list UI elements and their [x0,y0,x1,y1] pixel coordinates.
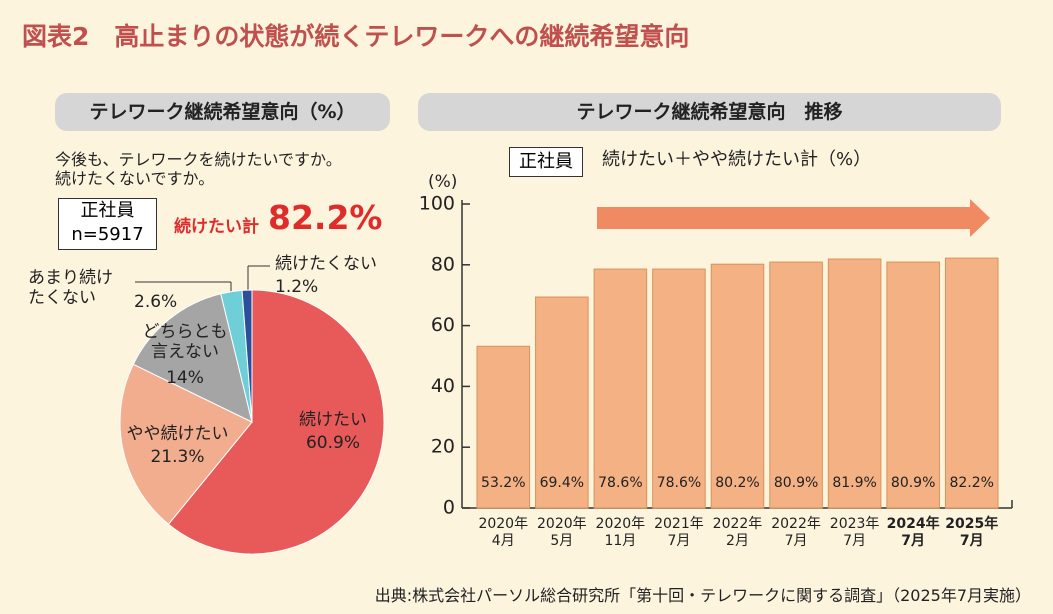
bar [944,257,999,509]
x-tick-label: 2024年 7月 [886,516,940,549]
slice-value: 60.9% [305,433,360,453]
page-title: 図表2 高止まりの状態が続くテレワークへの継続希望意向 [22,22,690,51]
chart-subtitle: 続けたい＋やや続けたい計（%） [602,149,872,170]
y-axis-label: (%) [428,172,458,192]
pie-slice [241,289,253,423]
bar [827,258,882,509]
value-label: 78.6% [657,475,701,491]
pie-slice [167,289,385,555]
value-label: 81.9% [832,475,876,491]
bar [652,268,706,509]
source: 出典:株式会社パーソル総合研究所「第十回・テレワークに関する調査」（2025年7… [374,586,1031,605]
slice-value: 14% [166,368,204,388]
legend-box: 正社員 [509,147,583,177]
value-label: 53.2% [481,475,525,491]
y-tick-label: 80 [431,253,455,275]
y-tick-label: 0 [443,497,455,519]
pie-slice [119,363,253,525]
x-tick-label: 2025年 7月 [945,516,999,549]
bar [535,296,589,509]
slice-label: やや続けたい [126,424,229,444]
bar [476,345,531,509]
bar [769,261,823,509]
panel-header: テレワーク継続希望意向（%） [55,93,390,131]
x-tick-label: 2021年 7月 [654,516,704,549]
x-tick-label: 2023年 7月 [829,516,880,549]
slice-value: 1.2% [275,277,319,297]
y-tick-label: 100 [419,193,455,215]
bar [710,263,765,509]
slice-label: 続けたい [299,410,367,430]
x-tick-label: 2020年 4月 [478,516,529,549]
bar [593,268,648,509]
group-label: 正社員 [80,200,135,221]
pie-slice [132,293,253,423]
value-label: 78.6% [598,475,642,491]
slice-label: どちらとも 言えない [142,322,228,363]
x-tick-label: 2022年 2月 [712,516,763,549]
value-label: 80.9% [891,475,935,491]
x-tick-label: 2020年 5月 [537,516,587,549]
value-label: 82.2% [949,475,993,491]
slice-value: 2.6% [134,292,178,312]
x-tick-label: 2020年 11月 [595,516,646,549]
y-tick-label: 60 [431,314,455,336]
x-tick-label: 2022年 7月 [771,516,821,549]
y-tick-label: 40 [431,375,455,397]
annotation-value: 82.2% [268,198,383,237]
bar [886,261,940,509]
question: 今後も、テレワークを続けたいですか。 続けたくないですか。 [55,150,342,189]
value-label: 69.4% [540,475,584,491]
slice-value: 21.3% [150,447,205,467]
sample-size: n=5917 [71,224,144,245]
panel-header: テレワーク継続希望意向 推移 [418,93,1001,131]
value-label: 80.2% [715,475,759,491]
group-box: 正社員 n=5917 [58,198,157,250]
slice-label: 続けたくない [275,254,377,274]
annotation-label: 続けたい計 [174,217,259,237]
trend-arrow [597,199,990,237]
slice-label: あまり続け たくない [28,268,113,309]
value-label: 80.9% [774,475,818,491]
y-tick-label: 20 [431,436,455,458]
